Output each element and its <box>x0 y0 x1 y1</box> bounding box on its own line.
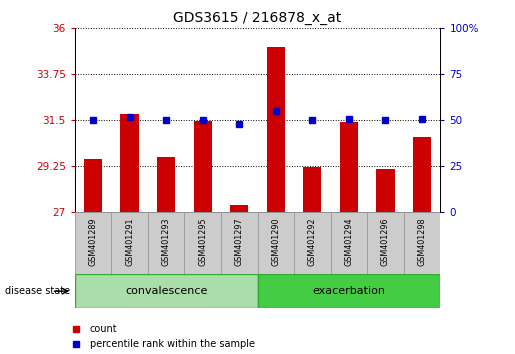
Bar <box>258 212 294 274</box>
Text: GSM401296: GSM401296 <box>381 218 390 267</box>
Text: GSM401295: GSM401295 <box>198 218 207 267</box>
Bar <box>148 212 184 274</box>
Bar <box>194 121 212 212</box>
Bar <box>75 212 111 274</box>
Text: convalescence: convalescence <box>125 286 207 296</box>
Bar <box>367 212 404 274</box>
Bar <box>413 137 431 212</box>
Text: GSM401293: GSM401293 <box>162 218 170 267</box>
Bar <box>157 157 175 212</box>
Bar <box>258 274 440 308</box>
Bar <box>303 167 321 212</box>
Bar <box>184 212 221 274</box>
Bar <box>331 212 367 274</box>
Text: GSM401297: GSM401297 <box>235 218 244 267</box>
Legend: count, percentile rank within the sample: count, percentile rank within the sample <box>66 324 255 349</box>
Bar <box>340 122 358 212</box>
Text: GSM401289: GSM401289 <box>89 218 97 267</box>
Bar <box>376 170 394 212</box>
Text: exacerbation: exacerbation <box>313 286 385 296</box>
Title: GDS3615 / 216878_x_at: GDS3615 / 216878_x_at <box>174 11 341 24</box>
Bar <box>230 205 248 212</box>
Bar <box>75 274 258 308</box>
Text: GSM401294: GSM401294 <box>345 218 353 267</box>
Bar <box>111 212 148 274</box>
Bar <box>404 212 440 274</box>
Text: GSM401290: GSM401290 <box>271 218 280 267</box>
Bar <box>294 212 331 274</box>
Bar <box>267 47 285 212</box>
Bar <box>84 159 102 212</box>
Bar <box>221 212 258 274</box>
Text: disease state: disease state <box>5 286 70 296</box>
Text: GSM401298: GSM401298 <box>418 218 426 267</box>
Bar <box>121 114 139 212</box>
Text: GSM401292: GSM401292 <box>308 218 317 267</box>
Text: GSM401291: GSM401291 <box>125 218 134 267</box>
